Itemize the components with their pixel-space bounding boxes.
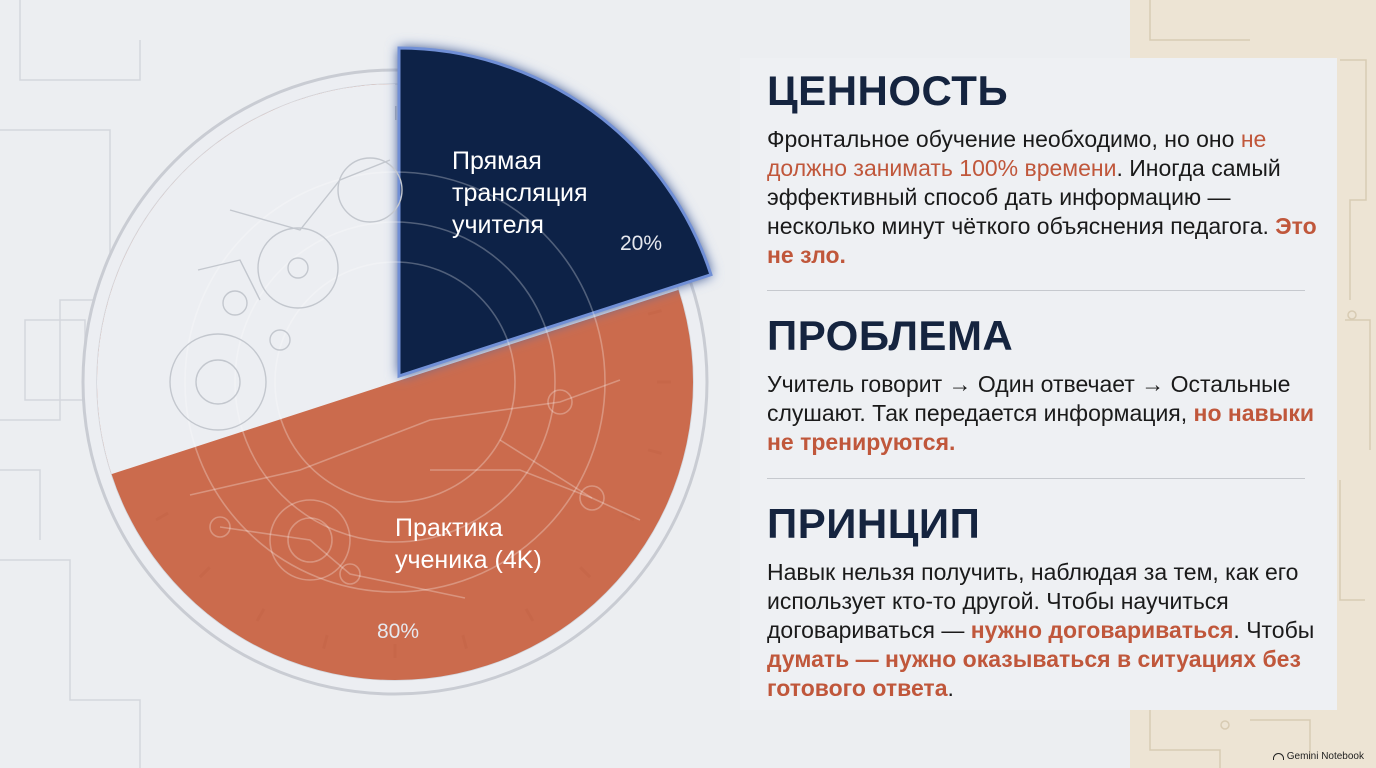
text-run: .	[947, 675, 954, 701]
branding-text: Gemini Notebook	[1286, 751, 1364, 762]
section-value: ЦЕННОСТЬ Фронтальное обучение необходимо…	[767, 67, 1327, 270]
notebook-logo-icon	[1272, 753, 1284, 760]
text-run: Навык нельзя получить, наблюдая за тем, …	[767, 559, 1299, 643]
section-divider	[767, 478, 1305, 479]
text-run: Фронтальное обучение необходимо, но оно	[767, 126, 1241, 152]
slice-label-student-line2: ученика (4K)	[395, 546, 542, 574]
slice-label-teacher-line1: Прямая	[452, 147, 542, 175]
slice-label-teacher-line3: учителя	[452, 211, 544, 239]
highlight-text: думать — нужно оказываться в ситуациях б…	[767, 646, 1301, 701]
highlight-text: но навыки не тренируются.	[767, 400, 1314, 455]
content-card	[740, 58, 1337, 710]
section-heading: ПРОБЛЕМА	[767, 312, 1014, 359]
pie-decor-lines	[184, 171, 641, 599]
slice-label-teacher: Прямая трансляция учителя	[452, 145, 588, 241]
section-text: Учитель говорит → Один отвечает → Осталь…	[767, 370, 1327, 457]
pie-slice-0	[397, 46, 713, 379]
pie-unfilled-region	[96, 84, 395, 475]
section-problem: ПРОБЛЕМА Учитель говорит → Один отвечает…	[767, 312, 1327, 457]
slice-value-teacher: 20%	[620, 232, 663, 255]
section-text: Навык нельзя получить, наблюдая за тем, …	[767, 558, 1327, 703]
slice-label-teacher-line2: трансляция	[452, 179, 588, 207]
slice-value-student: 80%	[377, 620, 420, 643]
section-heading: ЦЕННОСТЬ	[767, 67, 1009, 114]
highlight-text: нужно договариваться	[970, 617, 1234, 643]
text-run: Учитель говорит → Один отвечает → Осталь…	[767, 371, 1291, 426]
highlight-text: Это не зло.	[767, 213, 1317, 268]
section-principle: ПРИНЦИП Навык нельзя получить, наблюдая …	[767, 500, 1327, 703]
slice-label-student-line1: Практика	[395, 514, 503, 542]
branding: Gemini Notebook	[1272, 751, 1364, 762]
section-divider	[767, 290, 1305, 291]
text-run: . Чтобы	[1233, 617, 1315, 643]
section-text: Фронтальное обучение необходимо, но оно …	[767, 125, 1327, 270]
section-heading: ПРИНЦИП	[767, 500, 981, 547]
slice-label-student: Практика ученика (4K)	[395, 512, 542, 576]
gear-decor	[169, 157, 403, 431]
highlight-text: не должно занимать 100% времени	[767, 126, 1267, 181]
text-run: . Иногда самый эффективный способ дать и…	[767, 155, 1281, 239]
